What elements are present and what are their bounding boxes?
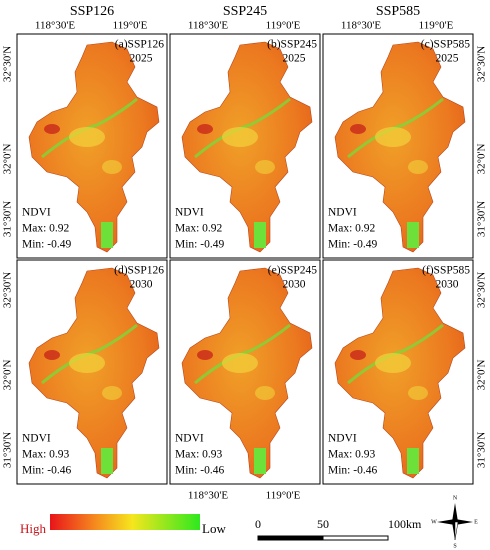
legend-gradient [50, 514, 200, 530]
panel-label: (f)SSP585 [422, 265, 470, 277]
index-name: NDVI [328, 433, 357, 445]
panel-year: 2030 [436, 279, 459, 291]
panel-year: 2030 [130, 279, 153, 291]
panel-label: (e)SSP245 [268, 265, 317, 277]
panel-label: (b)SSP245 [267, 39, 317, 51]
lon-label: 118°30'E [188, 20, 228, 32]
lat-label: 32°30'N [476, 46, 488, 82]
lon-label: 119°0'E [419, 20, 454, 32]
lat-label: 32°30'N [476, 272, 488, 308]
column-title: SSP245 [223, 4, 267, 19]
lat-label: 32°0'N [476, 360, 488, 391]
scale-label: 0 [255, 517, 261, 531]
lon-label: 118°30'E [35, 20, 75, 32]
min-value: Min: -0.46 [328, 465, 377, 477]
min-value: Min: -0.49 [328, 239, 377, 251]
min-value: Min: -0.46 [175, 465, 224, 477]
lon-label: 118°30'E [188, 490, 228, 502]
lat-label: 31°30'N [2, 432, 14, 468]
lat-label: 31°30'N [476, 201, 488, 237]
panel-label: (c)SSP585 [421, 39, 470, 51]
lat-label: 31°30'N [2, 201, 14, 237]
panel-year: 2030 [283, 279, 306, 291]
min-value: Min: -0.49 [175, 239, 224, 251]
min-value: Min: -0.46 [22, 465, 71, 477]
lat-label: 31°30'N [476, 432, 488, 468]
max-value: Max: 0.92 [175, 223, 223, 235]
index-name: NDVI [328, 207, 357, 219]
max-value: Max: 0.92 [328, 223, 376, 235]
lat-label: 32°0'N [2, 144, 14, 175]
index-name: NDVI [22, 433, 51, 445]
max-value: Max: 0.92 [22, 223, 70, 235]
lat-label: 32°30'N [2, 272, 14, 308]
panel-label: (a)SSP126 [115, 39, 164, 51]
max-value: Max: 0.93 [328, 449, 376, 461]
compass-letter: E [474, 519, 478, 525]
legend-high: High [20, 521, 47, 536]
panel-label: (d)SSP126 [114, 265, 164, 277]
compass-letter: S [453, 543, 456, 549]
north-arrow [437, 503, 473, 541]
compass-letter: W [431, 519, 437, 525]
panel-year: 2025 [130, 53, 153, 65]
compass-letter: N [453, 495, 458, 501]
lat-label: 32°0'N [2, 360, 14, 391]
index-name: NDVI [22, 207, 51, 219]
lat-label: 32°0'N [476, 144, 488, 175]
column-title: SSP126 [70, 4, 114, 19]
max-value: Max: 0.93 [22, 449, 70, 461]
max-value: Max: 0.93 [175, 449, 223, 461]
lon-label: 119°0'E [113, 20, 148, 32]
index-name: NDVI [175, 207, 204, 219]
scale-label: 50 [317, 517, 329, 531]
min-value: Min: -0.49 [22, 239, 71, 251]
index-name: NDVI [175, 433, 204, 445]
scale-bar [257, 535, 389, 541]
lon-label: 119°0'E [266, 20, 301, 32]
panel-year: 2025 [283, 53, 306, 65]
lat-label: 32°30'N [2, 46, 14, 82]
scale-label: 100km [388, 517, 422, 531]
lon-label: 119°0'E [266, 490, 301, 502]
column-title: SSP585 [376, 4, 420, 19]
lon-label: 118°30'E [341, 20, 381, 32]
panel-year: 2025 [436, 53, 459, 65]
legend-low: Low [202, 521, 226, 536]
